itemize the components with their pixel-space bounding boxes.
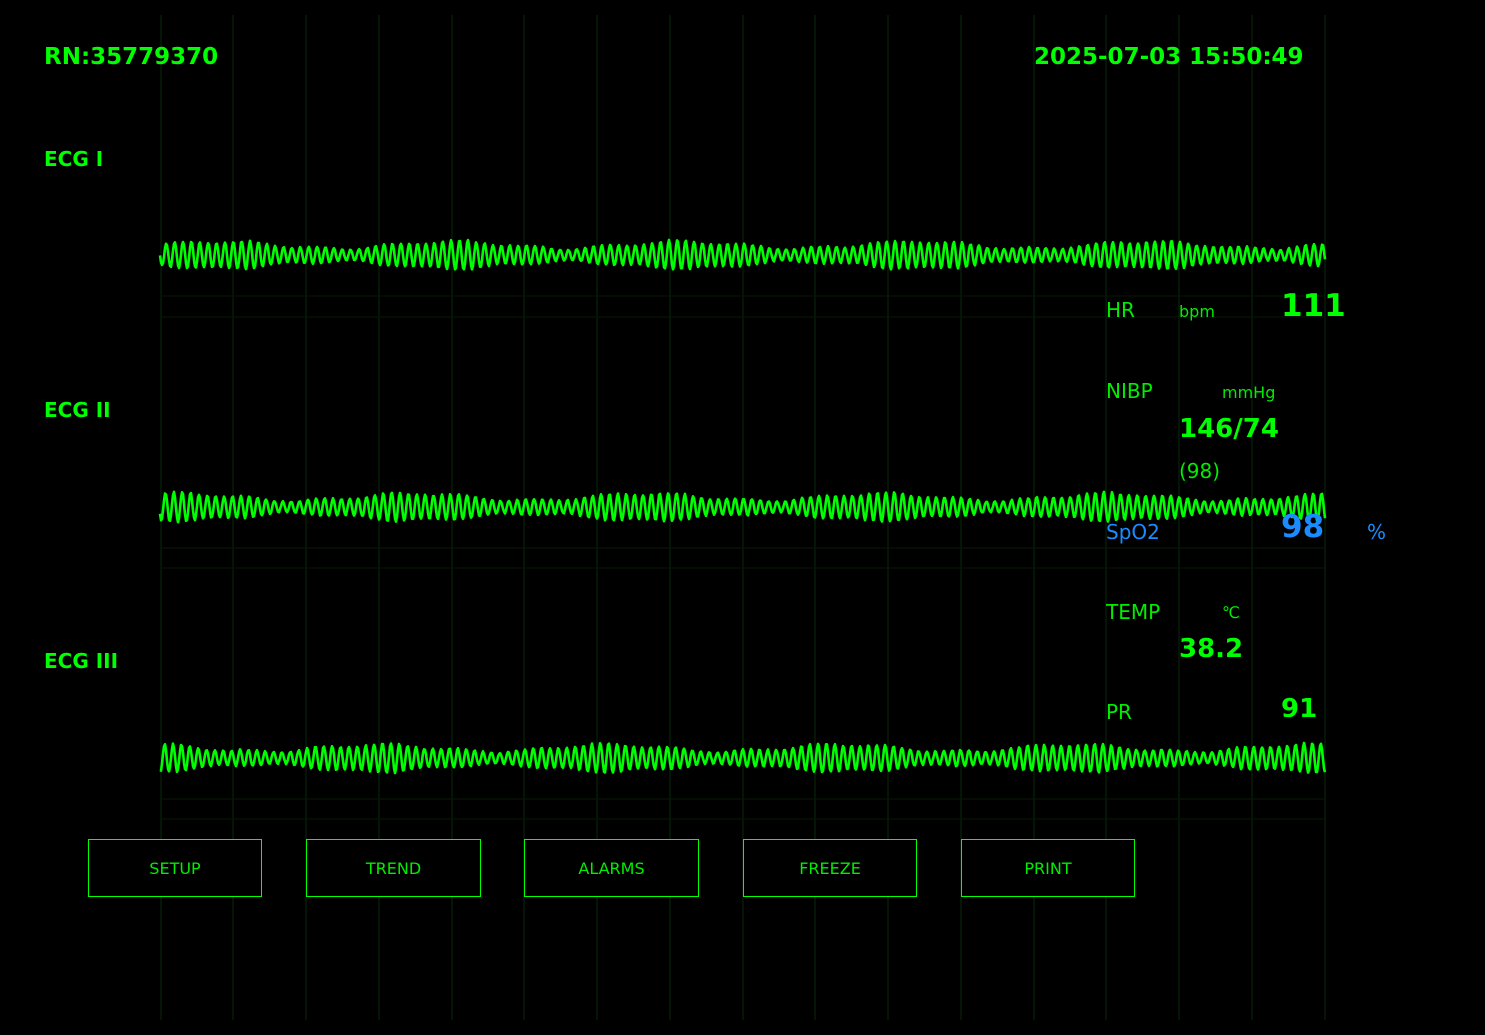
- lead-label-ecg-iii: ECG III: [44, 649, 119, 673]
- hr-unit: bpm: [1179, 302, 1215, 321]
- nibp-unit: mmHg: [1222, 383, 1276, 402]
- lead-label-ecg-i: ECG I: [44, 147, 104, 171]
- hr-value: 111: [1281, 288, 1346, 324]
- print-button[interactable]: PRINT: [961, 839, 1135, 897]
- nibp-mean-value: (98): [1179, 459, 1221, 483]
- freeze-button[interactable]: FREEZE: [743, 839, 917, 897]
- spo2-value: 98: [1281, 509, 1325, 545]
- temp-unit: ℃: [1222, 603, 1240, 622]
- spo2-label: SpO2: [1106, 520, 1160, 544]
- trend-button[interactable]: TREND: [306, 839, 481, 897]
- datetime-display: 2025-07-03 15:50:49: [1034, 44, 1304, 70]
- temp-value: 38.2: [1179, 634, 1244, 664]
- spo2-unit: %: [1367, 520, 1387, 544]
- pr-label: PR: [1106, 700, 1132, 724]
- setup-button[interactable]: SETUP: [88, 839, 262, 897]
- alarms-button[interactable]: ALARMS: [524, 839, 699, 897]
- ecg-i-waveform: [158, 238, 1327, 271]
- hr-label: HR: [1106, 298, 1135, 322]
- ecg-iii-waveform: [159, 741, 1327, 775]
- pr-value: 91: [1281, 694, 1318, 724]
- temp-label: TEMP: [1106, 600, 1161, 624]
- ecg-ii-waveform: [158, 490, 1327, 524]
- record-number: RN:35779370: [44, 44, 219, 70]
- lead-label-ecg-ii: ECG II: [44, 398, 111, 422]
- nibp-value: 146/74: [1179, 414, 1279, 444]
- nibp-label: NIBP: [1106, 379, 1153, 403]
